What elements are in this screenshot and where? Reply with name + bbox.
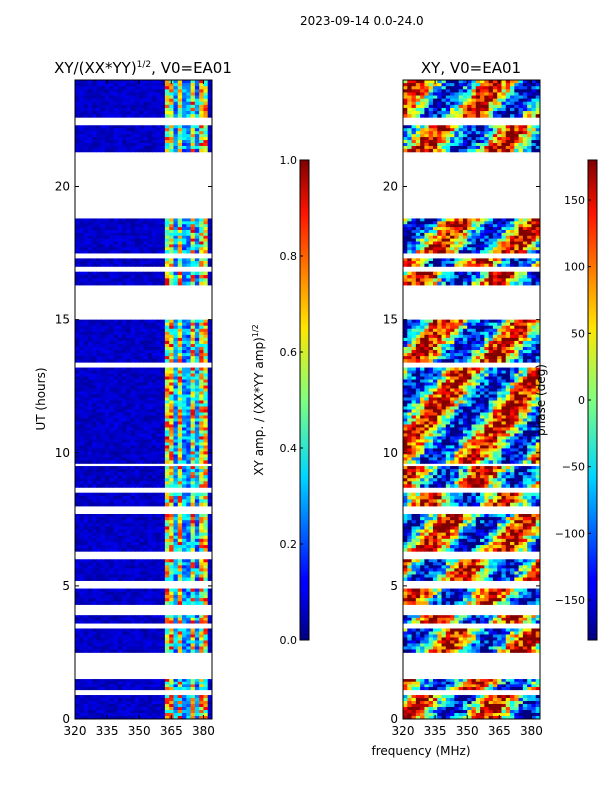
colorbar-tick-label: −50 (562, 461, 585, 474)
colorbar-tick-label: 0.4 (280, 442, 298, 455)
amp-colorbar (299, 159, 310, 641)
colorbar-tick-label: 100 (564, 261, 585, 274)
y-tick-label: 20 (55, 180, 70, 194)
page-title: 2023-09-14 0.0-24.0 (300, 14, 424, 28)
y-tick-label: 15 (55, 313, 70, 327)
left-y-axis-label: UT (hours) (34, 367, 48, 430)
x-tick-label: 335 (424, 724, 447, 738)
colorbar-tick-label: −150 (555, 594, 585, 607)
colorbar-tick-label: 0 (578, 394, 585, 407)
right-plot-frame (402, 79, 541, 720)
colorbar-tick-label: 0.0 (280, 634, 298, 647)
right-heatmap (403, 80, 540, 719)
x-axis-label: frequency (MHz) (371, 744, 470, 758)
y-tick-label: 5 (62, 579, 70, 593)
left-plot-frame (74, 79, 213, 720)
colorbar-tick-label: 0.8 (280, 250, 298, 263)
phase-colorbar-label: phase (deg) (534, 364, 548, 436)
left-chart-title: XY/(XX*YY)1/2, V0=EA01 (54, 59, 232, 77)
x-tick-label: 380 (192, 724, 215, 738)
x-tick-label: 365 (488, 724, 511, 738)
x-tick-label: 350 (456, 724, 479, 738)
left-heatmap (75, 80, 212, 719)
amp-colorbar-label: XY amp. / (XX*YY amp)1/2 (251, 324, 266, 475)
x-tick-label: 365 (160, 724, 183, 738)
x-tick-label: 335 (96, 724, 119, 738)
y-tick-label: 20 (383, 180, 398, 194)
colorbar-tick-label: 50 (571, 327, 585, 340)
y-tick-label: 10 (55, 446, 70, 460)
colorbar-tick-label: −100 (555, 527, 585, 540)
colorbar-tick-label: 0.6 (280, 346, 298, 359)
x-tick-label: 320 (392, 724, 415, 738)
x-tick-label: 350 (128, 724, 151, 738)
colorbar-tick-label: 1.0 (280, 154, 298, 167)
y-tick-label: 15 (383, 313, 398, 327)
colorbar-tick-label: 0.2 (280, 538, 298, 551)
y-tick-label: 0 (390, 712, 398, 726)
x-tick-label: 380 (520, 724, 543, 738)
y-tick-label: 10 (383, 446, 398, 460)
y-tick-label: 5 (390, 579, 398, 593)
x-tick-label: 320 (64, 724, 87, 738)
right-chart-title: XY, V0=EA01 (421, 59, 521, 77)
colorbar-tick-label: 150 (564, 194, 585, 207)
y-tick-label: 0 (62, 712, 70, 726)
